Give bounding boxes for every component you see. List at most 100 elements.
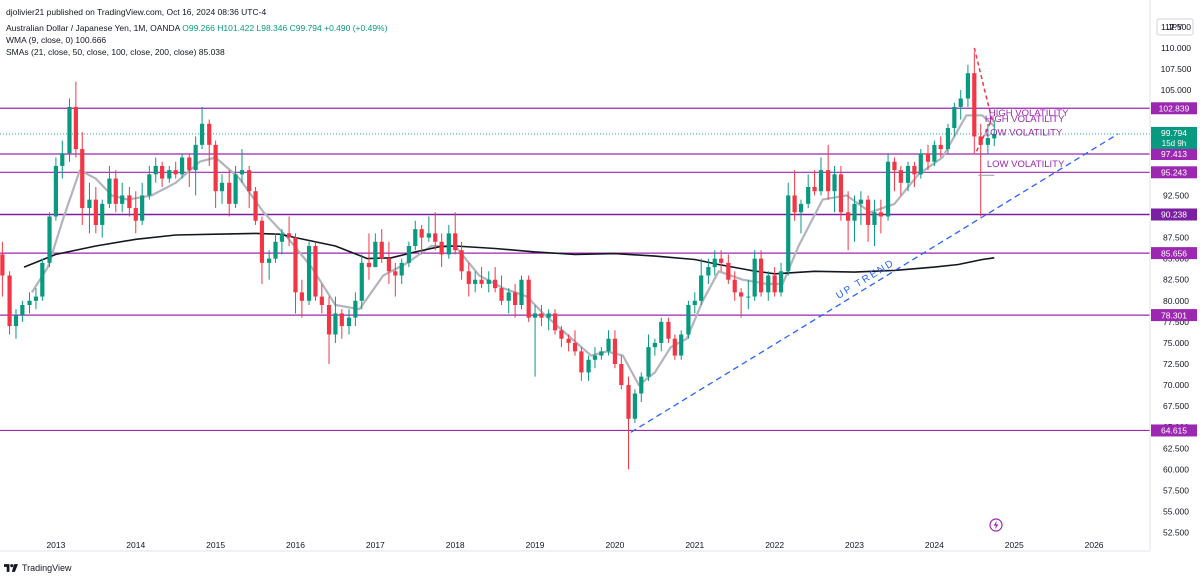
candle [179, 153, 185, 179]
candle [978, 123, 983, 217]
level-price-label: 97.413 [1161, 149, 1187, 159]
candle-body [712, 258, 717, 268]
y-tick-label: 52.500 [1163, 528, 1189, 538]
candle [592, 347, 598, 369]
candle-body [13, 315, 19, 327]
candle-body [459, 250, 464, 272]
level-price-tag [1151, 102, 1197, 115]
y-tick-label: 62.500 [1163, 443, 1189, 453]
candle [140, 182, 145, 225]
y-tick-label: 67.500 [1163, 401, 1189, 411]
candle-body [706, 267, 711, 276]
candle [133, 191, 138, 234]
candle [20, 300, 25, 322]
candle-body [359, 262, 364, 301]
candle [712, 250, 717, 276]
candle-body [439, 241, 444, 255]
candle-body [992, 133, 997, 139]
candle-body [679, 334, 684, 356]
candle-body [885, 161, 891, 217]
candle-body [692, 300, 697, 305]
x-tick-label: 2016 [286, 540, 305, 550]
candle [80, 132, 85, 225]
time-axis[interactable]: 2013 2014 2015 2016 2017 2018 2019 2020 2021 2022… [0, 540, 1150, 552]
candle-body [798, 203, 804, 213]
candle [746, 279, 751, 310]
candle [905, 161, 911, 192]
candle-body [566, 338, 571, 343]
candle-body [80, 149, 85, 209]
candle-body [379, 241, 384, 259]
y-tick-label: 72.500 [1163, 359, 1189, 369]
candle [60, 140, 65, 179]
candle-body [27, 300, 32, 305]
candle [193, 136, 198, 196]
candle [93, 187, 98, 234]
candle-body [646, 347, 651, 377]
candle-body [20, 305, 25, 316]
candle-body [572, 342, 578, 352]
candle [213, 140, 218, 209]
y-tick-label: 87.500 [1163, 233, 1189, 243]
tradingview-logo-icon[interactable] [4, 564, 18, 572]
y-tick-label: 112.500 [1161, 22, 1191, 32]
candle [945, 123, 951, 154]
candle-body [832, 174, 837, 192]
x-tick-label: 2023 [845, 540, 864, 550]
candle-body [353, 300, 358, 318]
candle-body [0, 254, 5, 276]
x-tick-label: 2021 [685, 540, 704, 550]
level-price-label: 78.301 [1161, 310, 1187, 320]
level-price-tag [1151, 247, 1197, 260]
lightning-bolt-icon[interactable] [989, 518, 1003, 537]
candle [858, 191, 864, 225]
x-tick-label: 2024 [925, 540, 944, 550]
candle [726, 254, 731, 284]
x-tick-label: 2018 [446, 540, 465, 550]
candle-body [586, 359, 591, 373]
candle-body [399, 262, 404, 276]
candle-body [253, 191, 258, 221]
currency-box [1156, 18, 1194, 36]
candle-body [945, 128, 951, 150]
candle [167, 165, 172, 183]
price-axis[interactable]: JPY112.500110.000107.500105.000102.50010… [1149, 0, 1197, 550]
candle [73, 81, 78, 158]
candle-body [972, 73, 977, 137]
candle [47, 212, 52, 268]
candle [493, 267, 498, 293]
candle-body [207, 123, 212, 145]
candle-body [40, 262, 45, 297]
candle-body [898, 170, 903, 183]
candle [313, 241, 318, 301]
candle [786, 182, 791, 276]
candle [299, 279, 304, 318]
candle-body [213, 144, 218, 192]
symbol-name: Australian Dollar / Japanese Yen, 1M, OA… [6, 23, 180, 33]
candle-body [393, 271, 398, 276]
candle-body [87, 199, 92, 209]
candle [639, 372, 644, 402]
candle-body [612, 338, 618, 364]
level-price-label: 64.615 [1161, 426, 1187, 436]
candle [539, 305, 544, 327]
candle [626, 376, 631, 470]
candle-body [127, 195, 132, 209]
candle-body [93, 199, 98, 225]
candle-body [199, 123, 205, 145]
candle [113, 170, 118, 213]
candle [259, 216, 265, 284]
y-tick-label: 82.500 [1163, 275, 1189, 285]
candle [473, 271, 478, 293]
candle-body [952, 106, 957, 128]
candle [846, 191, 851, 251]
candle [958, 90, 963, 120]
candle [552, 309, 558, 335]
level-price-tag [1151, 424, 1197, 437]
candle [433, 212, 438, 251]
candle [127, 187, 132, 217]
candle [466, 262, 471, 297]
candle-body [133, 208, 138, 221]
candle [286, 216, 292, 246]
